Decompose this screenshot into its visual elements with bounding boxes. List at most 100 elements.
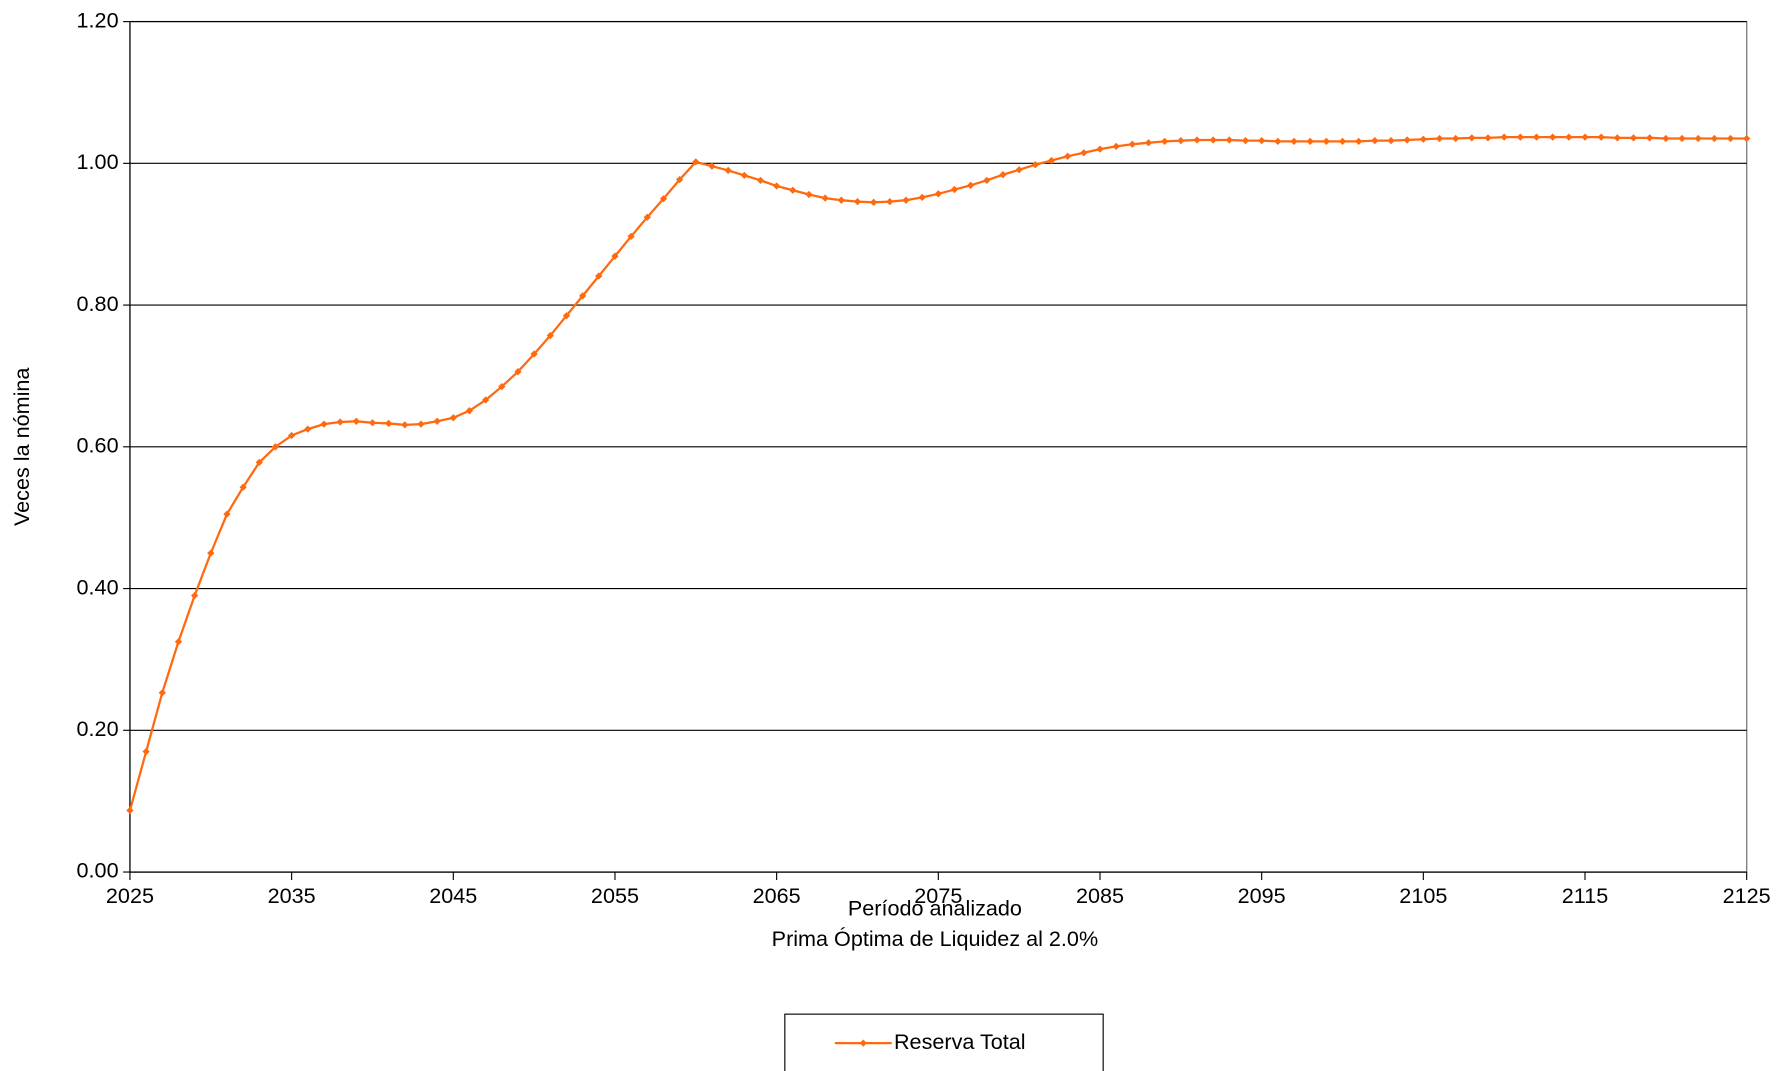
data-point <box>1290 137 1298 146</box>
data-point <box>1209 136 1217 144</box>
data-point <box>676 176 684 184</box>
data-point <box>773 182 781 190</box>
data-point <box>1322 137 1330 146</box>
legend-label: Reserva Total <box>894 1029 1026 1054</box>
data-point <box>1629 134 1638 142</box>
data-point <box>789 186 797 194</box>
data-point <box>999 171 1007 179</box>
data-point <box>1355 137 1363 146</box>
data-point <box>126 806 134 815</box>
data-point <box>1128 140 1136 148</box>
x-tick-label: 2095 <box>1238 883 1286 908</box>
data-point <box>1387 137 1395 145</box>
x-tick-label: 2065 <box>753 883 801 908</box>
x-tick-label: 2025 <box>106 883 154 908</box>
data-point <box>1419 135 1427 143</box>
data-point <box>1435 134 1444 143</box>
data-point <box>886 197 894 206</box>
data-point <box>1500 133 1508 141</box>
data-point <box>708 162 716 170</box>
data-point <box>287 431 296 440</box>
data-point <box>934 190 942 198</box>
data-point <box>401 421 409 429</box>
y-tick-label: 1.00 <box>77 149 119 174</box>
data-point <box>433 417 441 425</box>
data-point <box>1225 136 1233 144</box>
data-point <box>870 198 878 206</box>
data-point <box>1549 133 1557 141</box>
data-point <box>368 419 377 427</box>
data-point <box>950 185 959 194</box>
data-point <box>1161 137 1169 146</box>
data-point <box>336 418 344 426</box>
data-point <box>546 331 554 340</box>
data-point <box>255 458 263 467</box>
data-point <box>1371 137 1379 145</box>
data-point <box>918 193 926 201</box>
data-point <box>1241 137 1250 145</box>
data-point <box>1726 134 1735 143</box>
data-point <box>902 196 910 204</box>
x-tick-label: 2085 <box>1076 883 1124 908</box>
data-point <box>1193 136 1201 144</box>
y-tick-label: 0.40 <box>77 574 119 599</box>
data-point <box>1258 137 1266 145</box>
data-point <box>837 196 845 204</box>
data-point <box>304 425 312 433</box>
data-point <box>1338 137 1347 146</box>
x-tick-label: 2045 <box>429 883 477 908</box>
data-point <box>1678 134 1686 143</box>
y-tick-label: 0.20 <box>77 716 119 741</box>
data-point <box>142 747 150 756</box>
data-point <box>1031 161 1039 169</box>
data-point <box>514 368 522 376</box>
data-point <box>1743 134 1751 143</box>
data-point <box>967 181 975 189</box>
x-tick-label: 2055 <box>591 883 639 908</box>
data-point <box>158 689 166 697</box>
data-point <box>1484 134 1492 142</box>
data-point <box>1532 133 1541 141</box>
data-point <box>756 176 765 184</box>
data-point <box>1710 134 1718 143</box>
data-point <box>1403 136 1411 144</box>
data-point <box>1565 133 1573 141</box>
data-point <box>1080 149 1088 157</box>
series-line <box>128 135 1747 811</box>
data-point <box>174 638 183 646</box>
data-point <box>207 549 215 557</box>
y-axis-label: Veces la nómina <box>9 367 34 526</box>
data-point <box>983 176 991 184</box>
y-tick-label: 0.60 <box>77 433 119 458</box>
x-tick-label: 2105 <box>1399 883 1447 908</box>
data-point <box>724 166 732 175</box>
data-point <box>1646 134 1654 142</box>
data-point <box>1112 142 1120 150</box>
data-point <box>1468 134 1476 142</box>
data-point <box>1064 152 1072 160</box>
data-point <box>562 312 571 320</box>
x-tick-label: 2075 <box>914 883 962 908</box>
data-point <box>1694 134 1702 143</box>
data-point <box>449 414 457 422</box>
data-point <box>384 419 393 428</box>
data-point <box>1096 145 1104 153</box>
data-point <box>1597 133 1605 141</box>
data-point <box>320 420 328 428</box>
y-tick-label: 0.80 <box>77 291 119 316</box>
data-point <box>1144 139 1153 147</box>
data-point <box>740 171 748 180</box>
data-point <box>1306 137 1314 146</box>
data-point <box>1177 137 1185 145</box>
legend-marker <box>859 1039 867 1047</box>
data-point <box>1274 137 1282 146</box>
x-axis-label: Período analizado <box>848 895 1022 920</box>
y-tick-label: 1.20 <box>77 7 119 32</box>
data-point <box>190 592 199 600</box>
subtitle: Prima Óptima de Liquidez al 2.0% <box>772 926 1098 951</box>
y-tick-label: 0.00 <box>77 858 119 883</box>
data-point <box>805 190 813 199</box>
data-point <box>352 417 360 425</box>
